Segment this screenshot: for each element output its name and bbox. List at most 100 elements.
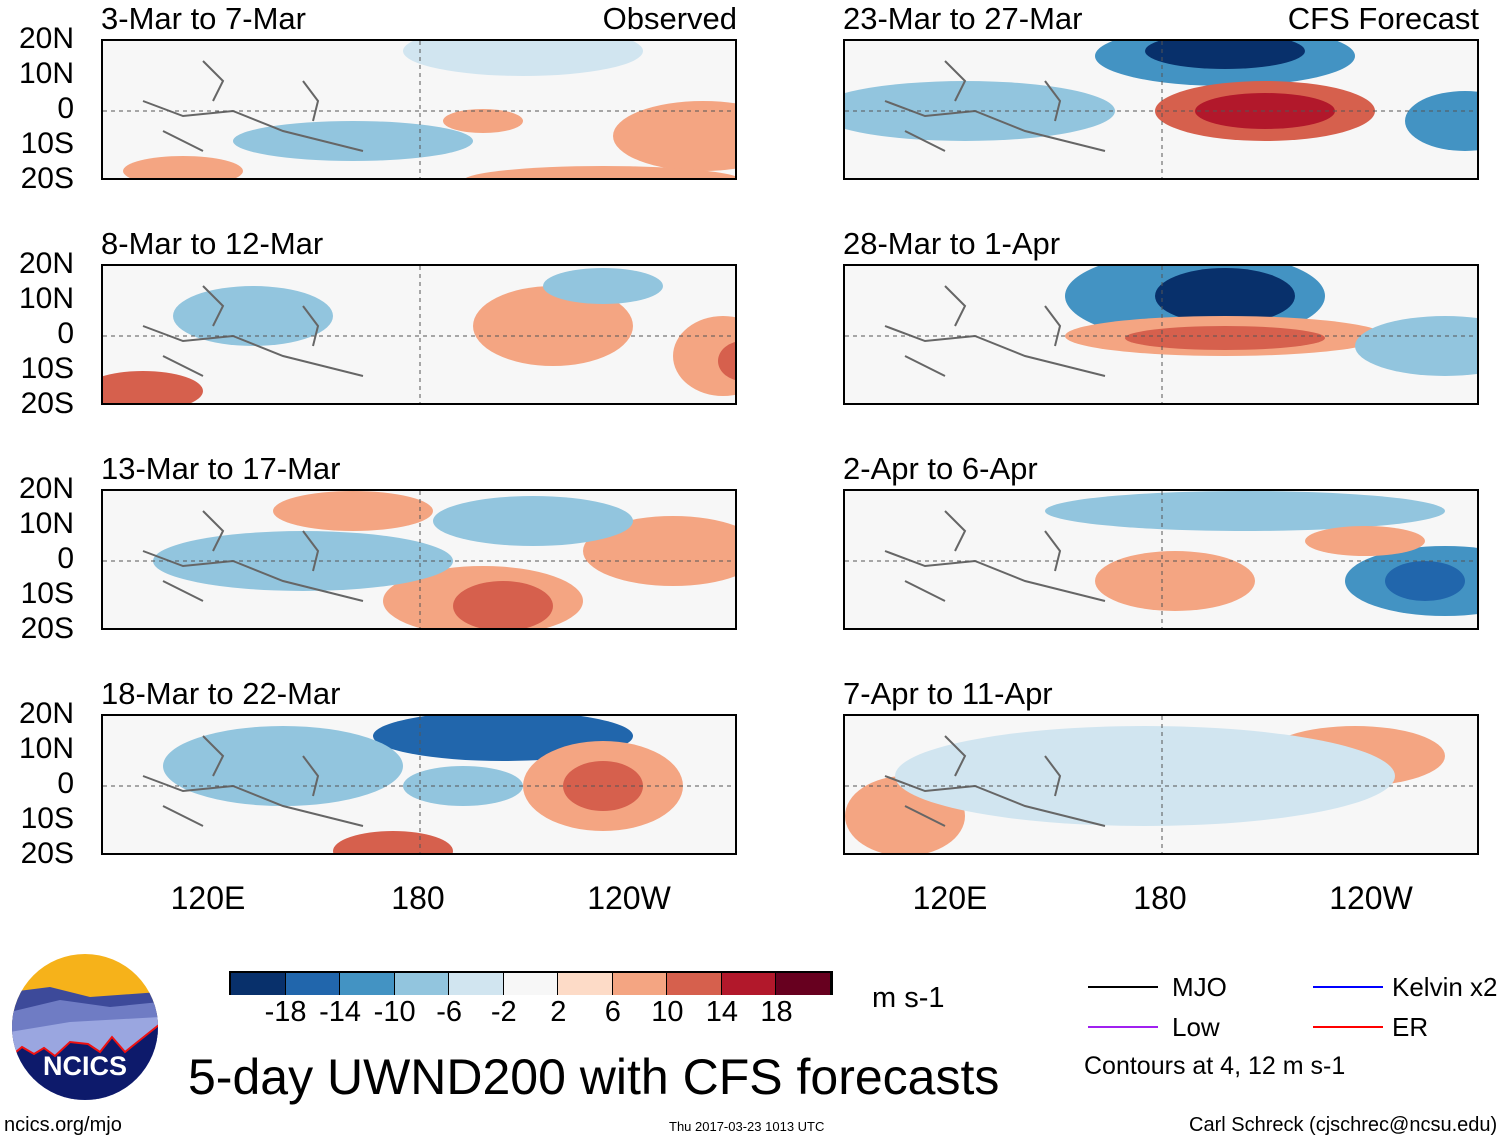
coastline <box>884 735 1106 827</box>
map-panel <box>101 264 737 405</box>
colorbar-swatch <box>285 973 341 995</box>
panel-title: 18-Mar to 22-Mar <box>101 676 341 711</box>
anomaly-region <box>403 41 643 76</box>
legend-line-er <box>1313 1026 1383 1028</box>
anomaly-region <box>1195 93 1335 129</box>
map-panel <box>101 714 737 855</box>
colorbar-tick-label: -18 <box>264 996 307 1028</box>
lon-label: 120E <box>912 880 988 916</box>
anomaly-region <box>1155 268 1295 324</box>
lat-label: 0 <box>57 92 74 125</box>
colorbar-tick-label: -14 <box>319 996 362 1028</box>
anomaly-region <box>1045 491 1445 531</box>
legend-line-mjo <box>1088 986 1158 988</box>
lat-label: 20S <box>20 387 74 420</box>
map-panel <box>843 714 1479 855</box>
colorbar-tick-label: -2 <box>490 996 517 1028</box>
colorbar-swatch <box>776 973 831 995</box>
anomaly-region <box>563 761 643 811</box>
lat-label: 10S <box>20 577 74 610</box>
lon-label: 120W <box>1329 880 1413 916</box>
anomaly-region <box>1125 326 1325 350</box>
colorbar-tick-label: -6 <box>436 996 463 1028</box>
legend-line-low <box>1088 1026 1158 1028</box>
colorbar-swatch <box>449 973 504 995</box>
colorbar <box>229 971 833 995</box>
lon-label: 180 <box>391 880 445 916</box>
anomaly-region <box>465 166 735 178</box>
colorbar-tick-label: 14 <box>705 996 739 1028</box>
anomaly-region <box>1405 91 1477 151</box>
lat-label: 20N <box>18 697 74 730</box>
map-panel <box>101 39 737 180</box>
lat-label: 10N <box>18 507 74 540</box>
colorbar-unit: m s-1 <box>872 982 945 1014</box>
anomaly-region <box>1095 551 1255 611</box>
coastline <box>884 510 1106 602</box>
colorbar-swatch <box>394 973 450 995</box>
coastline <box>142 510 364 602</box>
colorbar-swatch <box>231 973 286 995</box>
colorbar-tick-label: 2 <box>550 996 567 1028</box>
anomaly-region <box>895 726 1395 826</box>
footer-url[interactable]: ncics.org/mjo <box>4 1114 122 1136</box>
legend-note: Contours at 4, 12 m s-1 <box>1084 1052 1346 1080</box>
coastline <box>142 735 364 827</box>
lat-label: 10S <box>20 352 74 385</box>
observed-label: Observed <box>602 1 737 36</box>
map-panel <box>843 489 1479 630</box>
anomaly-region <box>443 109 523 133</box>
anomaly-region <box>613 101 735 171</box>
panel-title: 3-Mar to 7-Mar <box>101 1 306 36</box>
anomaly-region <box>233 121 473 161</box>
legend-label-er: ER <box>1392 1012 1429 1042</box>
footer-credit: Carl Schreck (cjschrec@ncsu.edu) <box>1189 1114 1498 1136</box>
anomaly-region <box>543 268 663 304</box>
panel-title: 2-Apr to 6-Apr <box>843 451 1038 486</box>
lat-label: 10N <box>18 732 74 765</box>
legend-label-kelvin: Kelvin x2 <box>1392 972 1498 1002</box>
map-panel <box>843 39 1479 180</box>
anomaly-region <box>718 342 735 380</box>
legend-label-mjo: MJO <box>1172 972 1227 1002</box>
colorbar-tick-label: -10 <box>373 996 416 1028</box>
colorbar-swatch <box>667 973 722 995</box>
anomaly-region <box>583 516 735 586</box>
anomaly-region <box>333 831 453 853</box>
colorbar-swatch <box>721 973 777 995</box>
figure-title: 5-day UWND200 with CFS forecasts <box>188 1049 1000 1105</box>
panel-title: 28-Mar to 1-Apr <box>843 226 1061 261</box>
lat-label: 20N <box>18 247 74 280</box>
colorbar-tick-label: 6 <box>604 996 621 1028</box>
legend-line-kelvin <box>1313 986 1383 988</box>
lat-label: 10S <box>20 802 74 835</box>
lat-label: 0 <box>57 317 74 350</box>
lat-label: 20N <box>18 22 74 55</box>
anomaly-region <box>453 581 553 628</box>
anomaly-region <box>163 726 403 806</box>
coastline <box>142 285 364 377</box>
anomaly-region <box>473 286 633 366</box>
coastline <box>884 285 1106 377</box>
lat-label: 0 <box>57 767 74 800</box>
ncics-logo: NCICS <box>12 954 158 1100</box>
footer-timestamp: Thu 2017-03-23 1013 UTC <box>669 1119 825 1134</box>
panel-title: 7-Apr to 11-Apr <box>843 676 1053 711</box>
lat-label: 0 <box>57 542 74 575</box>
panel-title: 8-Mar to 12-Mar <box>101 226 324 261</box>
lat-label: 20S <box>20 162 74 195</box>
lon-label: 180 <box>1133 880 1187 916</box>
colorbar-swatch <box>612 973 668 995</box>
colorbar-swatch <box>503 973 559 995</box>
lat-label: 20S <box>20 837 74 870</box>
anomaly-region <box>103 371 203 403</box>
colorbar-swatch <box>558 973 613 995</box>
lon-label: 120W <box>587 880 671 916</box>
anomaly-region <box>433 496 633 546</box>
anomaly-region <box>845 81 1115 141</box>
coastline <box>142 60 364 152</box>
panel-title: 23-Mar to 27-Mar <box>843 1 1083 36</box>
cfs-forecast-label: CFS Forecast <box>1287 1 1479 36</box>
lon-label: 120E <box>170 880 246 916</box>
anomaly-region <box>123 156 243 178</box>
